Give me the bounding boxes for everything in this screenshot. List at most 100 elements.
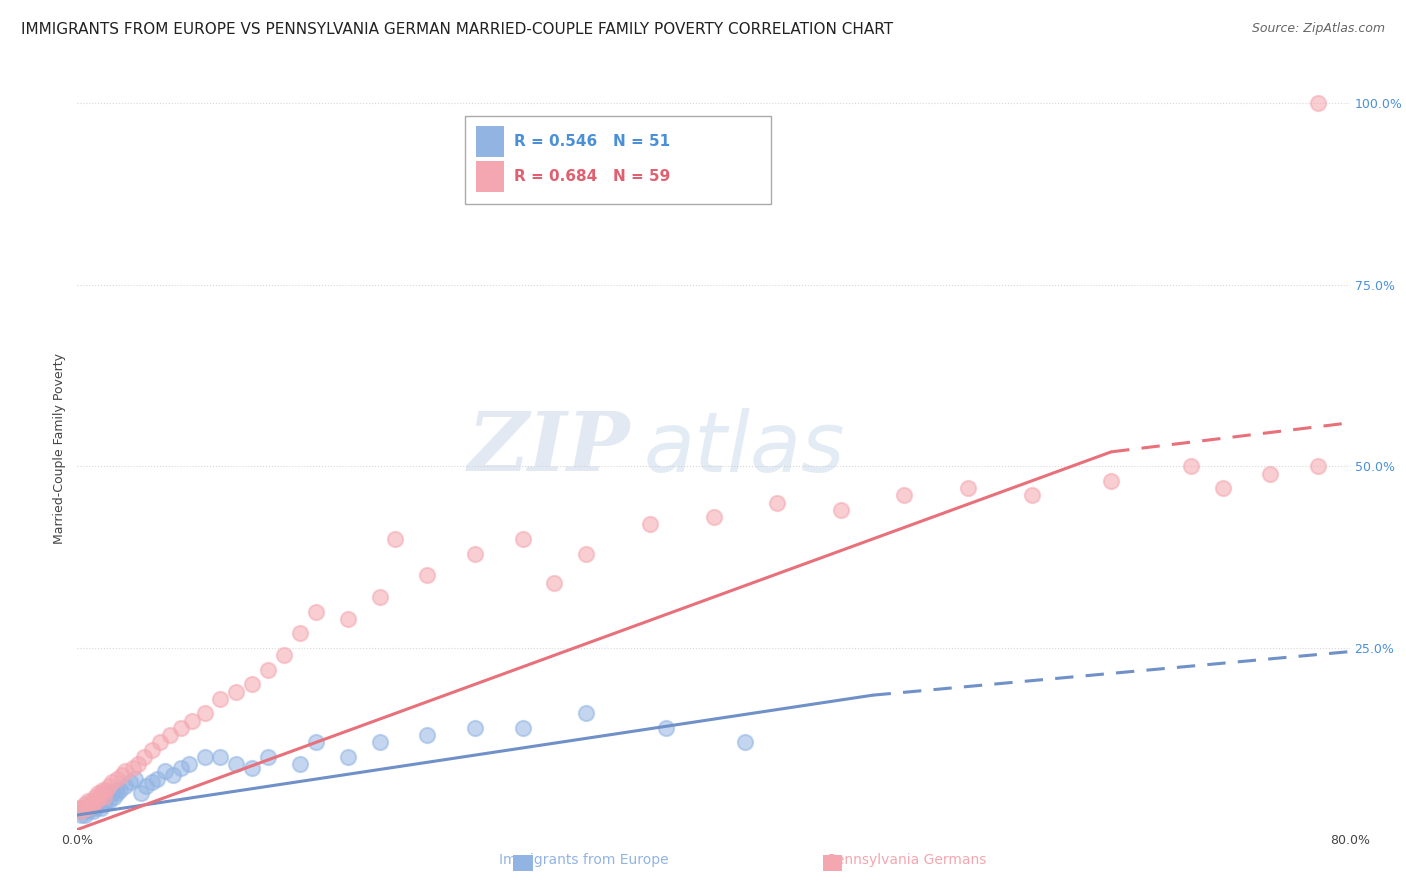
Point	[114, 764, 136, 779]
Point	[257, 750, 280, 764]
Point	[141, 742, 163, 756]
Point	[80, 801, 103, 815]
Point	[194, 706, 217, 721]
Point	[118, 775, 141, 789]
Point	[1180, 459, 1202, 474]
Point	[464, 547, 486, 561]
Point	[82, 797, 104, 812]
Point	[98, 793, 121, 807]
Point	[94, 782, 117, 797]
Point	[110, 782, 132, 797]
Text: R = 0.684   N = 59: R = 0.684 N = 59	[513, 169, 671, 185]
Point	[543, 575, 565, 590]
Point	[225, 757, 247, 772]
Point	[87, 786, 110, 800]
Point	[69, 808, 91, 822]
Point	[170, 761, 193, 775]
Point	[575, 706, 598, 721]
Point	[416, 728, 439, 742]
Point	[122, 761, 145, 775]
Point	[101, 786, 124, 800]
Point	[368, 735, 391, 749]
Point	[194, 750, 217, 764]
Point	[111, 768, 134, 782]
Point	[655, 721, 678, 735]
Point	[273, 648, 295, 663]
Point	[101, 775, 124, 789]
Point	[209, 750, 232, 764]
Point	[368, 590, 391, 604]
Point	[464, 721, 486, 735]
Point	[416, 568, 439, 582]
Point	[162, 768, 184, 782]
Point	[766, 496, 789, 510]
Point	[79, 797, 101, 812]
Point	[575, 547, 598, 561]
Point	[104, 782, 127, 797]
Point	[512, 721, 534, 735]
Point	[1306, 459, 1329, 474]
Point	[288, 757, 311, 772]
Point	[91, 782, 114, 797]
Point	[80, 793, 103, 807]
Point	[83, 793, 105, 807]
Point	[77, 793, 100, 807]
Point	[124, 772, 146, 786]
Point	[957, 481, 980, 495]
Point	[103, 789, 125, 804]
FancyBboxPatch shape	[465, 117, 770, 204]
Point	[89, 793, 111, 807]
Point	[240, 761, 263, 775]
Point	[79, 797, 101, 812]
Point	[105, 786, 128, 800]
Point	[305, 605, 328, 619]
Point	[76, 801, 98, 815]
Point	[70, 801, 93, 815]
Point	[86, 793, 108, 807]
Point	[1212, 481, 1234, 495]
Point	[336, 612, 359, 626]
Point	[89, 789, 111, 804]
Point	[82, 805, 104, 819]
Point	[105, 772, 128, 786]
Point	[135, 779, 157, 793]
Point	[69, 805, 91, 819]
Point	[75, 808, 97, 822]
Point	[70, 801, 93, 815]
Point	[149, 735, 172, 749]
Point	[96, 786, 118, 800]
Point	[83, 789, 105, 804]
Point	[159, 728, 181, 742]
Point	[180, 714, 202, 728]
Text: ZIP: ZIP	[468, 409, 631, 488]
Point	[830, 503, 852, 517]
Point	[177, 757, 200, 772]
Point	[209, 691, 232, 706]
Point	[141, 775, 163, 789]
Point	[384, 532, 406, 546]
Point	[76, 801, 98, 815]
Point	[1099, 474, 1122, 488]
Point	[240, 677, 263, 691]
Point	[257, 663, 280, 677]
Text: atlas: atlas	[644, 408, 845, 489]
Point	[90, 786, 112, 800]
Point	[1306, 96, 1329, 111]
Point	[512, 532, 534, 546]
Point	[73, 805, 96, 819]
Point	[153, 764, 176, 779]
Point	[703, 510, 725, 524]
Point	[93, 797, 115, 812]
Point	[67, 801, 90, 815]
Text: Source: ZipAtlas.com: Source: ZipAtlas.com	[1251, 22, 1385, 36]
Point	[90, 801, 112, 815]
Y-axis label: Married-Couple Family Poverty: Married-Couple Family Poverty	[53, 352, 66, 544]
Point	[1021, 488, 1043, 502]
Point	[305, 735, 328, 749]
Point	[146, 772, 169, 786]
Point	[170, 721, 193, 735]
Text: IMMIGRANTS FROM EUROPE VS PENNSYLVANIA GERMAN MARRIED-COUPLE FAMILY POVERTY CORR: IMMIGRANTS FROM EUROPE VS PENNSYLVANIA G…	[21, 22, 893, 37]
Point	[114, 779, 136, 793]
Point	[91, 789, 114, 804]
Point	[75, 797, 97, 812]
